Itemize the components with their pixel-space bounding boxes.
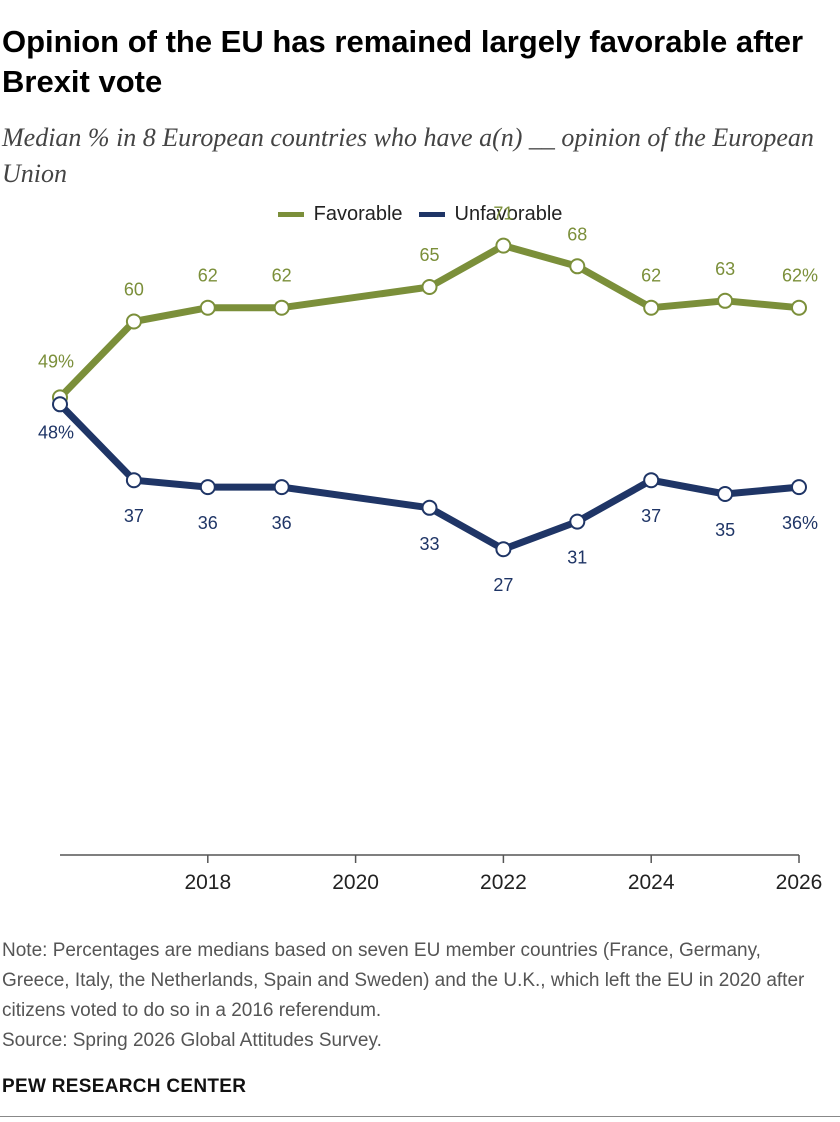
x-tick-label: 2020 bbox=[332, 871, 379, 894]
data-point bbox=[717, 486, 734, 502]
data-point bbox=[421, 279, 438, 295]
data-label: 63 bbox=[715, 259, 735, 279]
data-label: 71 bbox=[493, 204, 513, 224]
data-label: 62 bbox=[641, 266, 661, 286]
x-tick-label: 2022 bbox=[480, 871, 527, 894]
data-label: 27 bbox=[493, 575, 513, 595]
data-label: 35 bbox=[715, 520, 735, 540]
data-label: 62 bbox=[272, 266, 292, 286]
data-label: 62% bbox=[782, 266, 818, 286]
data-point bbox=[273, 299, 290, 316]
note-text: Note: Percentages are medians based on s… bbox=[2, 940, 805, 1021]
data-point bbox=[52, 396, 68, 413]
data-label: 31 bbox=[567, 548, 587, 568]
chart-note: Note: Percentages are medians based on s… bbox=[2, 936, 832, 1056]
publisher-name: PEW RESEARCH CENTER bbox=[2, 1076, 247, 1097]
data-label: 36 bbox=[198, 513, 218, 533]
data-point bbox=[791, 299, 807, 316]
data-point bbox=[643, 299, 660, 316]
data-point bbox=[791, 479, 807, 496]
series-line-unfavorable bbox=[56, 400, 803, 553]
data-label: 49% bbox=[38, 351, 74, 371]
chart-title: Opinion of the EU has remained largely f… bbox=[2, 24, 804, 99]
line-chart: 2018 2020 2022 2024 2026 49% 60 62 62 65 71 68 62 63 6… bbox=[38, 204, 823, 894]
data-point bbox=[125, 313, 142, 330]
data-label: 62 bbox=[198, 266, 218, 286]
data-point bbox=[125, 472, 142, 489]
legend-label-unfavorable: Unfavorable bbox=[454, 203, 563, 225]
data-label: 65 bbox=[419, 245, 439, 265]
data-point bbox=[569, 258, 586, 275]
series-line-favorable bbox=[56, 242, 803, 401]
data-label: 68 bbox=[567, 224, 587, 244]
data-label: 36 bbox=[272, 513, 292, 533]
legend-item-unfavorable: Unfavorable bbox=[418, 203, 563, 226]
source-text: Source: Spring 2026 Global Attitudes Sur… bbox=[2, 1030, 382, 1051]
data-point bbox=[495, 237, 512, 254]
legend-item-favorable: Favorable bbox=[277, 203, 403, 226]
data-point bbox=[273, 479, 290, 496]
x-tick-label: 2024 bbox=[628, 871, 675, 894]
data-label: 48% bbox=[38, 422, 74, 442]
data-label: 33 bbox=[419, 534, 439, 554]
data-point bbox=[421, 499, 438, 516]
chart-subtitle: Median % in 8 European countries who hav… bbox=[2, 123, 814, 188]
chart-legend: Favorable Unfavorable bbox=[0, 203, 840, 226]
data-point bbox=[199, 299, 216, 316]
data-point bbox=[643, 472, 660, 489]
data-label: 37 bbox=[124, 506, 144, 526]
data-point bbox=[569, 513, 586, 530]
data-point bbox=[495, 541, 512, 558]
x-tick-label: 2018 bbox=[184, 871, 231, 894]
data-label: 37 bbox=[641, 506, 661, 526]
data-point bbox=[199, 479, 216, 496]
data-point bbox=[717, 292, 734, 309]
legend-swatch-favorable bbox=[277, 212, 304, 217]
data-label: 60 bbox=[124, 280, 144, 300]
bottom-rule bbox=[0, 1116, 840, 1117]
legend-swatch-unfavorable bbox=[418, 212, 445, 217]
x-tick-label: 2026 bbox=[776, 871, 823, 894]
legend-label-favorable: Favorable bbox=[313, 203, 403, 225]
data-label: 36% bbox=[782, 513, 818, 533]
